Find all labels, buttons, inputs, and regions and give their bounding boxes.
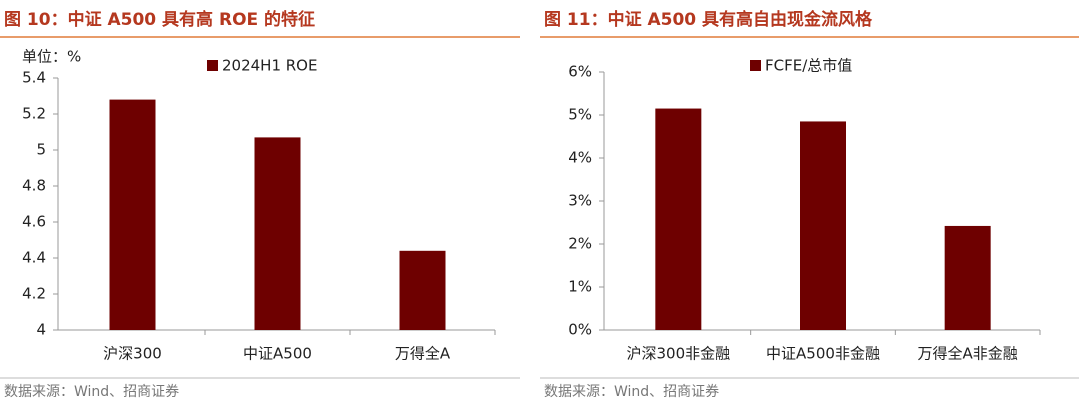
y-tick-label: 4 xyxy=(36,321,46,339)
y-tick-label: 5 xyxy=(36,141,46,159)
x-tick-label: 中证A500 xyxy=(243,345,312,363)
y-tick-label: 5% xyxy=(568,106,592,124)
y-tick-label: 5.4 xyxy=(22,69,46,87)
y-tick-label: 4.8 xyxy=(22,177,46,195)
legend-swatch xyxy=(750,60,761,71)
legend-label: FCFE/总市值 xyxy=(765,57,852,75)
source-note: 数据来源：Wind、招商证券 xyxy=(544,384,719,400)
y-tick-label: 4.2 xyxy=(22,285,46,303)
y-tick-label: 0% xyxy=(568,321,592,339)
chart-title: 图 11：中证 A500 具有高自由现金流风格 xyxy=(544,9,873,30)
x-tick-label: 沪深300非金融 xyxy=(627,345,731,363)
y-tick-label: 3% xyxy=(568,192,592,210)
legend-label: 2024H1 ROE xyxy=(222,57,317,75)
x-tick-label: 万得全A xyxy=(395,345,451,363)
y-tick-label: 5.2 xyxy=(22,105,46,123)
bar xyxy=(800,121,846,330)
y-tick-label: 6% xyxy=(568,63,592,81)
bar xyxy=(254,137,301,330)
y-tick-label: 1% xyxy=(568,278,592,296)
source-note: 数据来源：Wind、招商证券 xyxy=(4,384,179,400)
x-tick-label: 沪深300 xyxy=(103,345,162,363)
bar xyxy=(944,225,991,330)
x-tick-label: 中证A500非金融 xyxy=(766,345,880,363)
legend-swatch xyxy=(207,60,218,71)
bar xyxy=(109,99,156,330)
y-tick-label: 4.4 xyxy=(22,249,46,267)
chart-title: 图 10：中证 A500 具有高 ROE 的特征 xyxy=(4,9,315,30)
y-tick-label: 4% xyxy=(568,149,592,167)
y-tick-label: 2% xyxy=(568,235,592,253)
bar xyxy=(399,250,446,330)
unit-label: 单位：% xyxy=(22,48,81,66)
bar xyxy=(655,108,702,330)
y-tick-label: 4.6 xyxy=(22,213,46,231)
x-tick-label: 万得全A非金融 xyxy=(918,345,1018,363)
